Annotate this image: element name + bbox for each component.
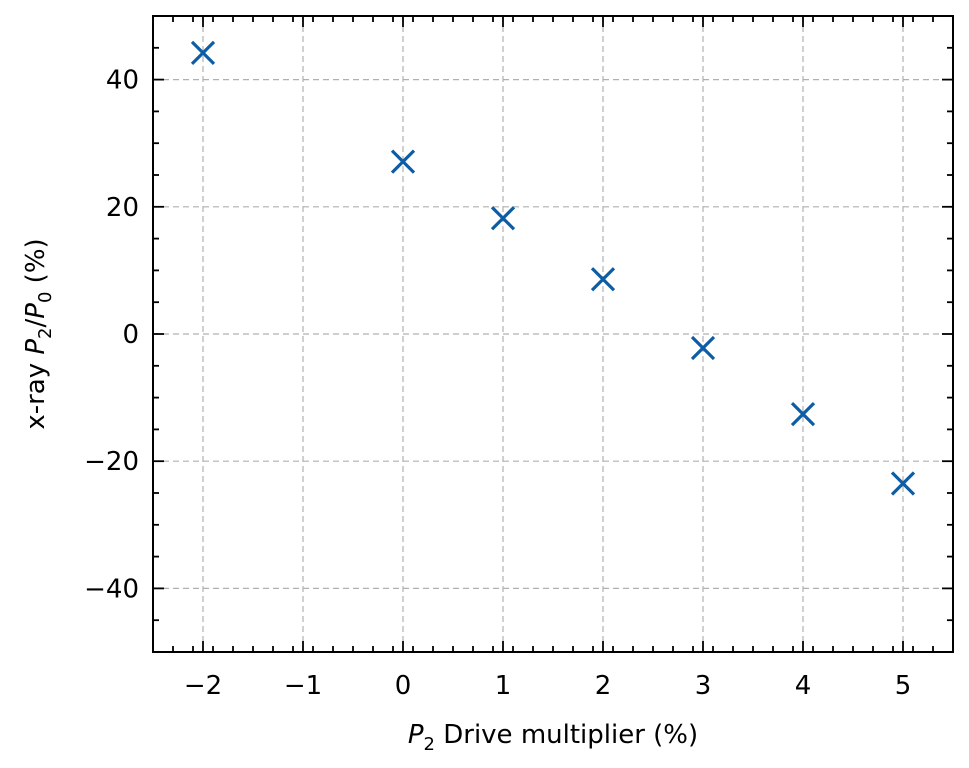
x-tick-label: −2 (184, 671, 222, 701)
y-axis-label: x-ray P2/P0 (%) (21, 238, 56, 429)
y-tick-label: −20 (84, 447, 139, 477)
y-tick-label: 0 (122, 320, 139, 350)
x-tick-label: −1 (284, 671, 322, 701)
x-tick-label: 5 (895, 671, 912, 701)
data-point (690, 335, 716, 361)
y-tick-label: 20 (106, 193, 139, 223)
data-point (790, 402, 816, 427)
plot-frame (152, 15, 954, 653)
data-point (490, 206, 516, 231)
data-point (190, 40, 216, 66)
y-tick-label: 40 (106, 66, 139, 96)
data-point (390, 149, 416, 174)
data-points (190, 40, 916, 496)
y-tick-label: −40 (84, 574, 139, 604)
data-point (590, 267, 616, 292)
y-tick-labels: −40 −20 0 20 40 (84, 66, 139, 605)
x-tick-label: 0 (395, 671, 412, 701)
x-tick-label: 2 (595, 671, 612, 701)
x-tick-label: 4 (795, 671, 812, 701)
data-point (890, 471, 916, 496)
x-tick-labels: −2 −1 0 1 2 3 4 5 (184, 671, 911, 701)
x-tick-label: 1 (495, 671, 512, 701)
x-axis-label: P2 Drive multiplier (%) (408, 720, 698, 755)
grid-lines (153, 16, 953, 652)
x-tick-label: 3 (695, 671, 712, 701)
